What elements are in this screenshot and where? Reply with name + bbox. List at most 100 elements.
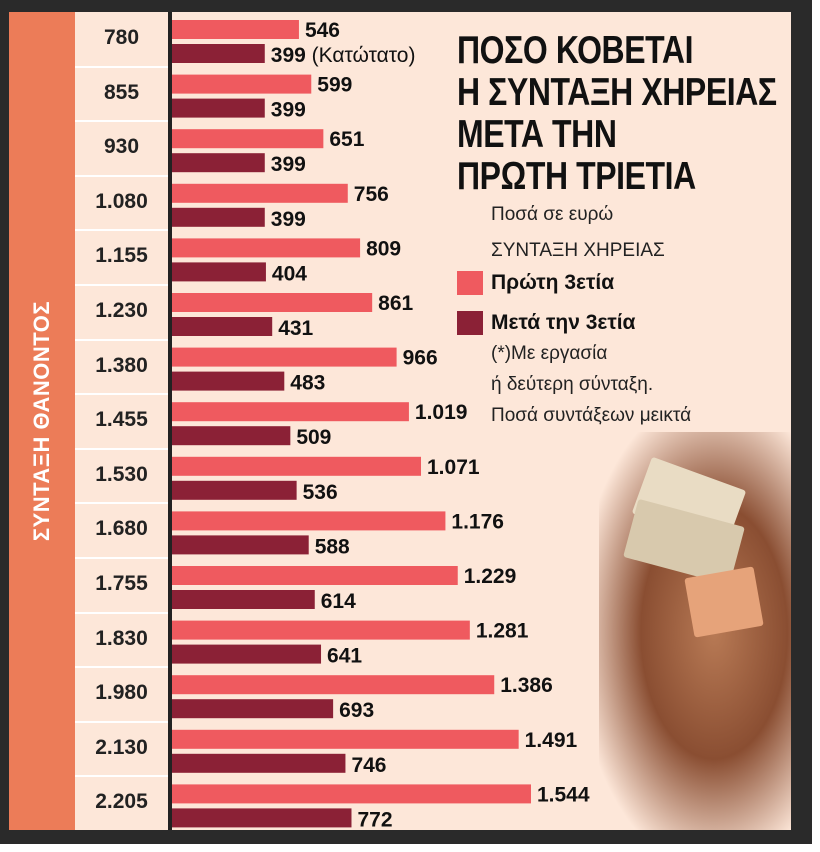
bar-label-first-period: 546 bbox=[305, 19, 340, 42]
bar-first-period bbox=[172, 183, 348, 203]
bar-first-period bbox=[172, 293, 373, 312]
bar-after-period bbox=[172, 535, 309, 555]
bar-label-first-period: 756 bbox=[354, 183, 389, 206]
bar-after-period bbox=[172, 44, 265, 63]
category-column: 780 855 930 1.080 1.155 1.230 1.380 1.455 1.530 1… bbox=[75, 12, 168, 830]
row-separator bbox=[75, 338, 168, 341]
category-label: 780 bbox=[103, 26, 140, 49]
row-separator bbox=[75, 447, 168, 450]
bar-after-period bbox=[172, 590, 315, 609]
bar-label-after-period: 772 bbox=[357, 808, 392, 830]
bar-label-after-period: 746 bbox=[351, 754, 386, 777]
bar-label-first-period: 651 bbox=[329, 128, 364, 151]
bar-first-period bbox=[172, 620, 470, 640]
bar-first-period bbox=[172, 729, 519, 749]
chart-title: ΠΟΣΟ ΚΟΒΕΤΑΙ Η ΣΥΝΤΑΞΗ ΧΗΡΕΙΑΣ ΜΕΤΑ ΤΗΝ … bbox=[457, 29, 777, 198]
legend-swatch-first bbox=[457, 271, 483, 295]
bar-label-first-period: 1.491 bbox=[525, 729, 578, 752]
bar-label-first-period: 1.019 bbox=[415, 401, 468, 424]
legend-label-second: Μετά την 3ετία bbox=[491, 311, 636, 334]
bar-label-after-period: 483 bbox=[290, 372, 325, 395]
bar-label-after-period: 399 bbox=[271, 153, 306, 176]
row-separator bbox=[75, 120, 168, 123]
chart-panel: ΣΥΝΤΑΞΗ ΘΑΝΟΝΤΟΣ 780 855 930 1.080 1.155 1.23… bbox=[9, 12, 791, 830]
axis-divider bbox=[168, 12, 172, 830]
category-label: 1.455 bbox=[95, 408, 148, 432]
bar-after-period bbox=[172, 480, 297, 500]
bar-label-after-period: 588 bbox=[315, 535, 350, 558]
bar-label-after-period: 404 bbox=[272, 262, 307, 285]
title-line-3: ΜΕΤΑ ΤΗΝ bbox=[457, 113, 617, 156]
category-label: 1.080 bbox=[95, 189, 148, 213]
bar-first-period bbox=[172, 238, 361, 258]
bar-label-after-period: 693 bbox=[339, 699, 374, 722]
bar-after-period bbox=[172, 317, 273, 336]
bar-label-after-period: 431 bbox=[278, 317, 313, 340]
bar-label-first-period: 1.386 bbox=[500, 674, 553, 697]
bar-first-period bbox=[172, 129, 324, 149]
bar-after-period bbox=[172, 753, 346, 773]
row-separator bbox=[75, 393, 168, 396]
note-line-1: (*)Με εργασία bbox=[491, 343, 608, 364]
bar-after-period bbox=[172, 371, 285, 391]
bar-label-first-period: 1.071 bbox=[427, 456, 480, 479]
bar-label-first-period: 1.544 bbox=[537, 783, 590, 806]
category-label: 1.980 bbox=[95, 681, 148, 705]
category-label: 1.380 bbox=[95, 353, 148, 377]
category-label: 1.830 bbox=[95, 626, 148, 650]
legend-label-first: Πρώτη 3ετία bbox=[491, 271, 615, 294]
bar-label-first-period: 1.176 bbox=[451, 510, 504, 533]
category-label: 1.530 bbox=[95, 462, 148, 486]
row-separator bbox=[75, 557, 168, 559]
bar-label-after-period: 399 bbox=[271, 208, 306, 231]
bar-label-after-period: 536 bbox=[303, 481, 338, 504]
bar-first-period bbox=[172, 74, 312, 94]
category-label: 1.230 bbox=[95, 299, 148, 322]
bar-label-after-period: 509 bbox=[296, 426, 331, 449]
category-label: 855 bbox=[103, 80, 140, 104]
bar-after-period bbox=[172, 699, 334, 719]
row-separator bbox=[75, 65, 168, 68]
note-line-3: Ποσά συντάξεων μεικτά bbox=[491, 405, 692, 426]
row-separator bbox=[75, 666, 168, 669]
bar-label-after-period: 641 bbox=[327, 645, 362, 668]
note-line-2: ή δεύτερη σύνταξη. bbox=[491, 374, 654, 395]
bar-first-period bbox=[172, 456, 422, 476]
bar-first-period bbox=[172, 402, 409, 422]
legend-swatch-second bbox=[457, 311, 483, 335]
title-line-2: Η ΣΥΝΤΑΞΗ ΧΗΡΕΙΑΣ bbox=[457, 71, 777, 114]
bar-first-period bbox=[172, 20, 299, 39]
bar-label-first-period: 1.281 bbox=[476, 620, 529, 643]
bar-first-period bbox=[172, 511, 446, 531]
bar-after-period bbox=[172, 98, 265, 118]
bar-label-first-period: 861 bbox=[378, 292, 413, 315]
bar-after-period bbox=[172, 153, 265, 173]
bar-label-after-period: 399 (Κατώτατο) bbox=[271, 44, 416, 67]
bar-label-first-period: 1.229 bbox=[464, 565, 517, 588]
chart-subtitle: ΣΥΝΤΑΞΗ ΧΗΡΕΙΑΣ bbox=[491, 240, 665, 261]
legend-item-first: Πρώτη 3ετία bbox=[457, 270, 614, 296]
row-separator bbox=[75, 284, 168, 286]
legend-item-second: Μετά την 3ετία bbox=[457, 310, 635, 336]
category-label: 1.155 bbox=[95, 244, 148, 268]
row-separator bbox=[75, 229, 168, 232]
bar-label-after-period: 614 bbox=[321, 590, 356, 613]
bar-after-period bbox=[172, 262, 266, 282]
bar-first-period bbox=[172, 675, 495, 695]
category-label: 1.680 bbox=[95, 517, 148, 541]
row-separator bbox=[75, 611, 168, 614]
bar-first-period bbox=[172, 566, 458, 585]
wallet-photo bbox=[599, 432, 791, 830]
bar-label-first-period: 809 bbox=[366, 237, 401, 260]
y-axis-strip: ΣΥΝΤΑΞΗ ΘΑΝΟΝΤΟΣ bbox=[9, 12, 75, 830]
category-label: 930 bbox=[103, 135, 140, 159]
bar-after-period bbox=[172, 207, 265, 227]
bar-label-after-period: 399 bbox=[271, 99, 306, 122]
title-line-1: ΠΟΣΟ ΚΟΒΕΤΑΙ bbox=[457, 29, 694, 72]
category-label: 2.130 bbox=[95, 735, 148, 759]
row-separator bbox=[75, 775, 168, 778]
bar-after-period bbox=[172, 644, 322, 664]
bar-first-period bbox=[172, 347, 397, 367]
category-label: 1.755 bbox=[95, 572, 148, 595]
